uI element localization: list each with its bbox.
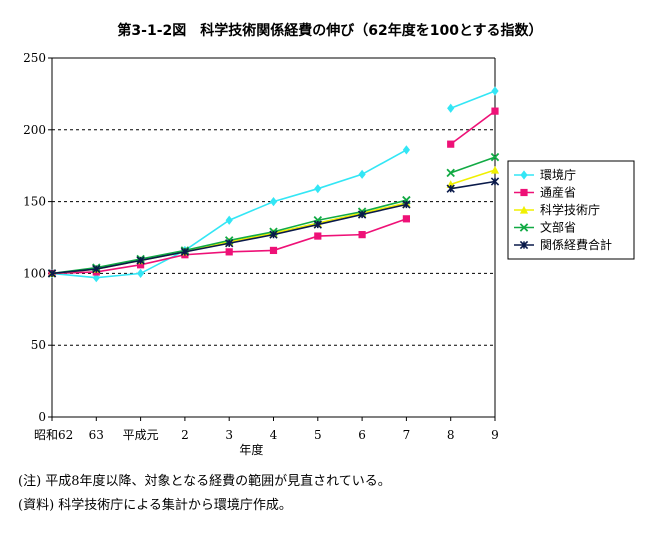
series-line bbox=[450, 169, 496, 186]
data-point bbox=[520, 170, 528, 180]
data-point bbox=[225, 215, 233, 225]
footnote-source: (資料) 科学技術庁による集計から環境庁作成。 bbox=[18, 498, 292, 513]
x-tick-label: 2 bbox=[181, 428, 189, 442]
y-tick-label: 50 bbox=[31, 338, 46, 352]
data-point bbox=[490, 152, 500, 162]
data-point bbox=[519, 223, 529, 232]
data-point bbox=[491, 86, 499, 96]
x-tick-label: 7 bbox=[403, 428, 411, 442]
data-point bbox=[269, 246, 278, 255]
data-point bbox=[519, 240, 529, 250]
legend-item: 関係経費合計 bbox=[514, 237, 612, 252]
data-point bbox=[519, 205, 529, 214]
x-tick-label: 4 bbox=[270, 428, 278, 442]
data-point bbox=[402, 200, 411, 209]
x-tick-label: 63 bbox=[89, 428, 104, 442]
axes: 0 50 100 150 200 250 昭和62 63 平成元 2 3 4 5 6 7 8 9 年度 bbox=[23, 51, 499, 457]
legend-label: 環境庁 bbox=[540, 167, 576, 182]
data-point bbox=[446, 184, 455, 193]
legend-item: 文部省 bbox=[514, 220, 576, 235]
x-tick-label: 8 bbox=[447, 428, 455, 442]
legend-label: 通産省 bbox=[540, 185, 576, 200]
data-point bbox=[520, 188, 528, 197]
y-tick-label: 200 bbox=[23, 123, 46, 137]
data-point bbox=[446, 168, 455, 178]
legend-label: 科学技術庁 bbox=[540, 202, 600, 217]
data-point bbox=[137, 268, 145, 278]
series-科学技術庁 bbox=[47, 165, 500, 277]
data-point bbox=[225, 248, 233, 256]
series-line bbox=[450, 110, 496, 145]
data-point bbox=[313, 220, 322, 229]
data-point bbox=[490, 165, 500, 174]
data-point bbox=[137, 261, 145, 269]
chart-title: 第3-1-2図 科学技術関係経費の伸び（62年度を100とする指数） bbox=[117, 23, 543, 39]
data-point bbox=[47, 269, 57, 278]
data-point bbox=[225, 239, 234, 248]
legend-label: 文部省 bbox=[540, 220, 576, 235]
series-line bbox=[450, 156, 496, 174]
y-tick-label: 0 bbox=[38, 410, 46, 424]
series-関係経費合計 bbox=[47, 177, 500, 278]
data-point bbox=[180, 247, 190, 257]
data-point bbox=[357, 210, 367, 219]
legend-item: 科学技術庁 bbox=[514, 202, 600, 217]
x-tick-label: 昭和62 bbox=[34, 428, 73, 442]
series-line bbox=[450, 180, 496, 190]
line-chart: 0 50 100 150 200 250 昭和62 63 平成元 2 3 4 5 6 7 8 9 年度 環境庁通産… bbox=[23, 51, 635, 457]
data-point bbox=[358, 169, 366, 179]
x-tick-label: 9 bbox=[491, 428, 499, 442]
series-lines bbox=[47, 86, 500, 283]
series-文部省 bbox=[47, 152, 500, 278]
data-point bbox=[490, 177, 500, 186]
data-point bbox=[92, 264, 101, 274]
data-point bbox=[269, 230, 278, 239]
series-line bbox=[51, 199, 407, 275]
x-tick-label: 平成元 bbox=[123, 428, 159, 442]
data-point bbox=[314, 184, 322, 194]
y-tick-label: 100 bbox=[23, 266, 46, 280]
data-point bbox=[402, 215, 410, 223]
x-tick-label: 6 bbox=[358, 428, 366, 442]
footnote-note: (注) 平成8年度以降、対象となる経費の範囲が見直されている。 bbox=[18, 474, 391, 489]
y-tick-label: 150 bbox=[23, 195, 46, 209]
data-point bbox=[402, 145, 410, 155]
data-point bbox=[269, 197, 278, 207]
data-point bbox=[447, 103, 455, 113]
gridlines bbox=[52, 129, 495, 346]
x-tick-label: 3 bbox=[225, 428, 233, 442]
legend-item: 通産省 bbox=[514, 185, 576, 200]
data-point bbox=[136, 256, 145, 265]
data-point bbox=[314, 232, 322, 240]
y-tick-label: 250 bbox=[23, 51, 46, 65]
series-line bbox=[450, 90, 496, 110]
legend-label: 関係経費合計 bbox=[540, 237, 612, 252]
x-tick-label: 5 bbox=[314, 428, 322, 442]
data-point bbox=[358, 231, 366, 239]
legend-item: 環境庁 bbox=[514, 167, 576, 182]
series-通産省 bbox=[48, 107, 499, 277]
data-point bbox=[447, 140, 455, 148]
x-axis-title: 年度 bbox=[239, 442, 263, 457]
data-point bbox=[491, 107, 499, 115]
